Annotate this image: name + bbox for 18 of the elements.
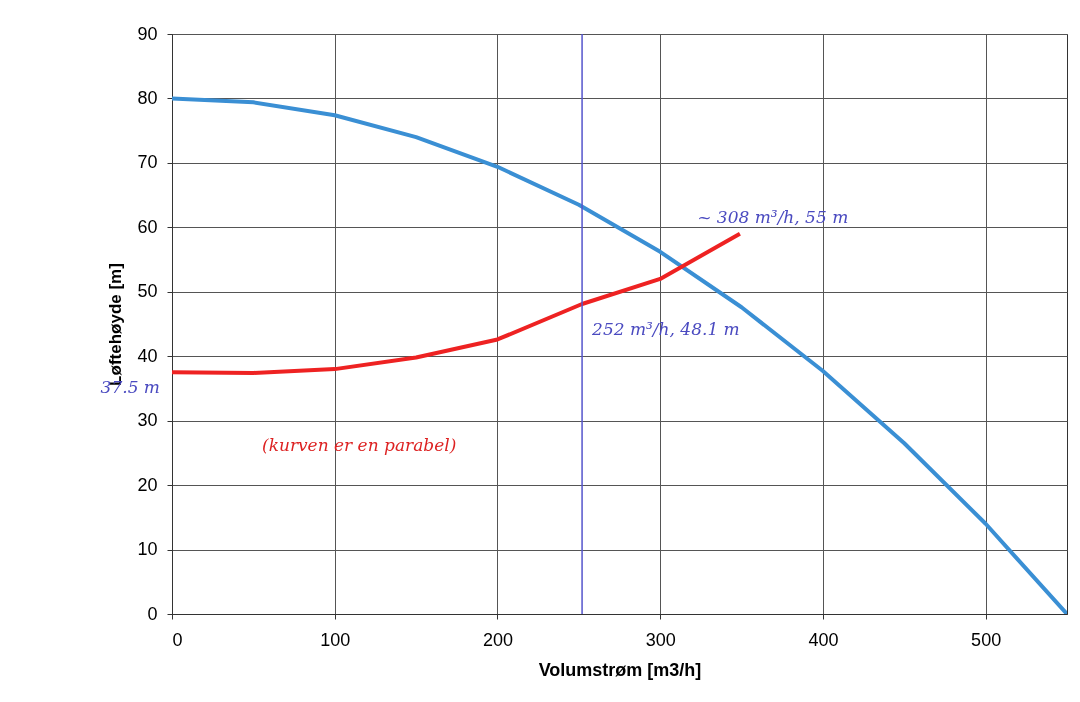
y-tick-label: 60 [137, 216, 158, 237]
x-tick-label: 100 [320, 629, 351, 650]
x-tick-label: 0 [172, 629, 183, 650]
y-tick-label: 80 [137, 87, 158, 108]
x-tick-label: 200 [482, 629, 513, 650]
x-axis-title: Volumstrøm [m3/h] [538, 659, 702, 680]
x-tick-label: 400 [808, 629, 839, 650]
line-series [172, 231, 742, 375]
y-tick-label: 90 [137, 23, 158, 44]
y-tick-label: 0 [147, 603, 158, 624]
y-tick-label: 40 [137, 345, 158, 366]
y-tick-label: 10 [137, 539, 158, 560]
y-tick-label: 50 [137, 281, 158, 302]
y-tick-label: 70 [137, 152, 158, 173]
x-tick-label: 300 [645, 629, 676, 650]
y-tick-label: 30 [137, 410, 158, 431]
x-tick-label: 500 [971, 629, 1002, 650]
y-tick-label: 20 [137, 474, 158, 495]
